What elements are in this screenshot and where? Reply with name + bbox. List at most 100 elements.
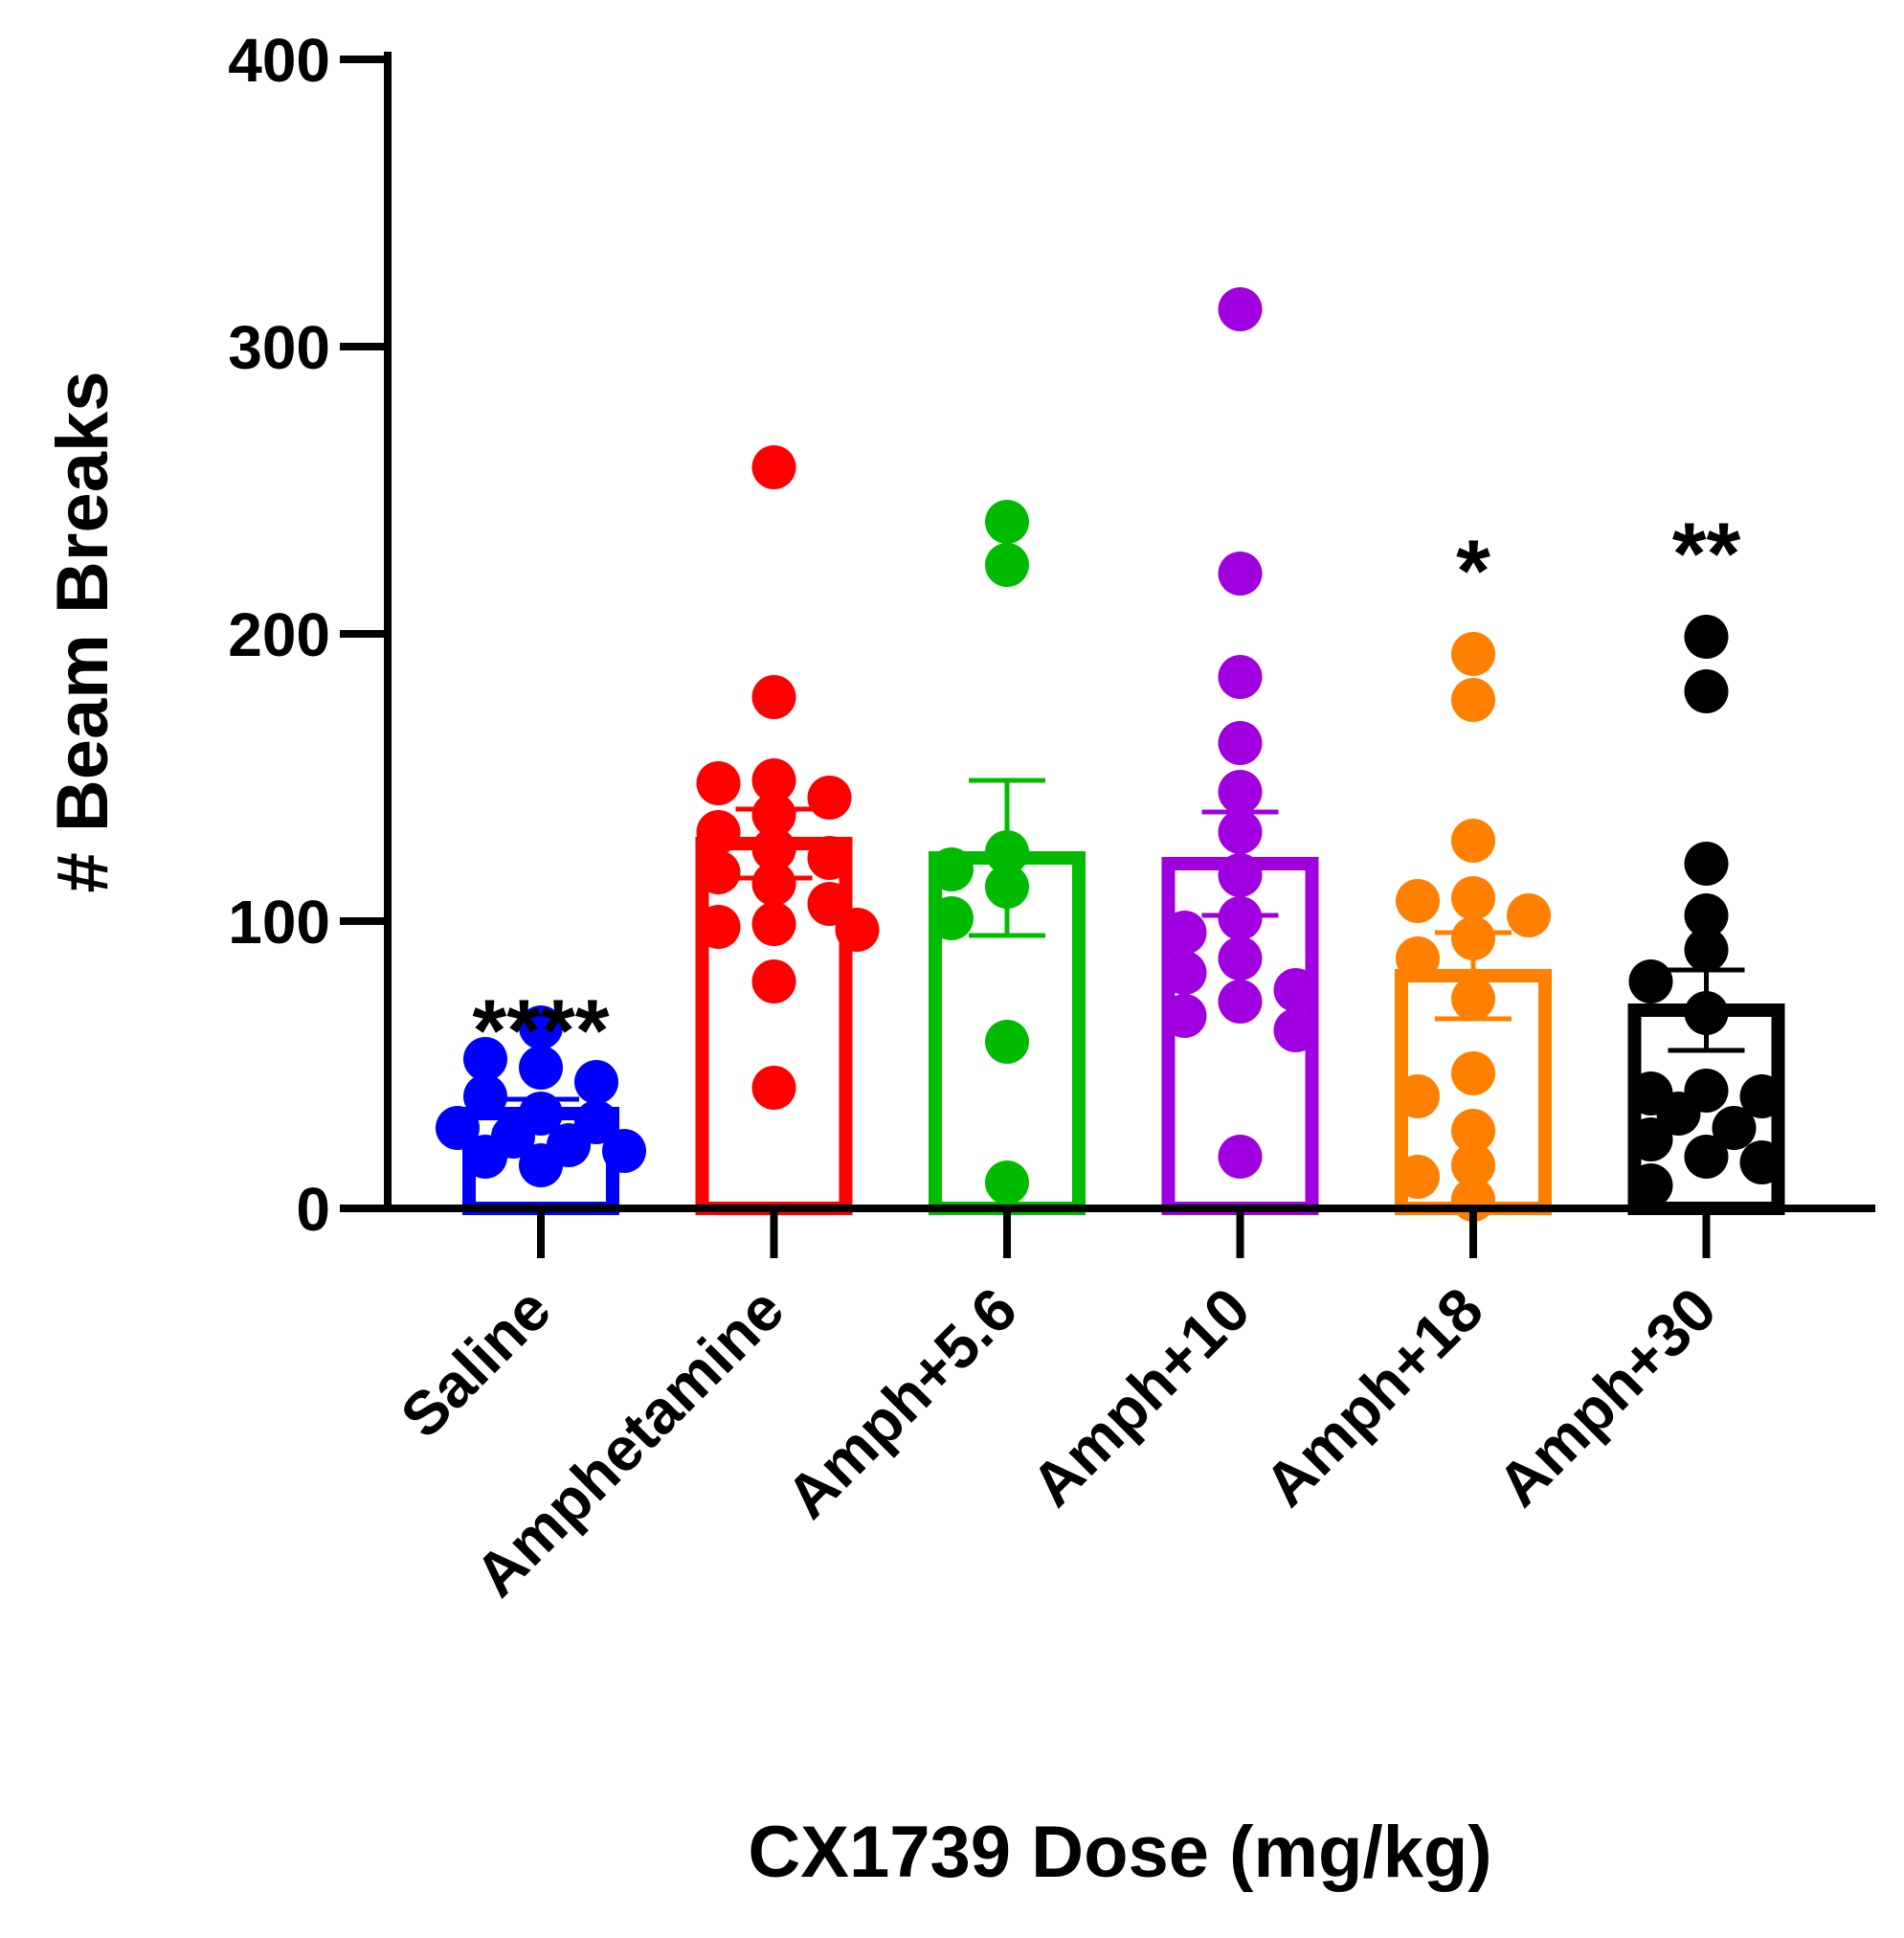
data-point-amphetamine xyxy=(751,675,796,719)
y-tick-label-100: 100 xyxy=(228,888,330,957)
labels-layer: SalineAmphetamineAmph+5.6Amph+10Amph+18A… xyxy=(228,26,1729,1610)
data-point-saline xyxy=(463,1074,507,1118)
data-point-amph-10 xyxy=(1162,911,1207,955)
data-point-amph-10 xyxy=(1218,1135,1263,1179)
data-point-amph-30 xyxy=(1656,1092,1701,1136)
y-axis-title: # Beam Breaks xyxy=(42,371,123,892)
x-tick-label-saline: Saline xyxy=(388,1274,564,1451)
data-point-amphetamine xyxy=(751,758,796,802)
data-point-amph-30 xyxy=(1739,1140,1784,1184)
data-point-amph-30 xyxy=(1712,1106,1757,1150)
data-point-amph-18 xyxy=(1451,876,1495,920)
data-point-amphetamine xyxy=(751,827,796,871)
data-point-amph-18 xyxy=(1451,1109,1495,1153)
significance-layer: ***** ** xyxy=(472,506,1740,1080)
bars-layer xyxy=(462,837,1785,1215)
data-point-amph-10 xyxy=(1218,896,1263,940)
data-point-amph-10 xyxy=(1218,721,1263,765)
data-point-amph-30 xyxy=(1684,991,1729,1035)
x-tick-label-amph-5-6: Amph+5.6 xyxy=(773,1274,1029,1531)
x-tick-label-amph-30: Amph+30 xyxy=(1485,1274,1730,1520)
data-point-amph-5-6 xyxy=(930,847,974,891)
data-point-amph-10 xyxy=(1273,968,1318,1012)
y-tick-label-200: 200 xyxy=(228,600,330,669)
data-point-amph-30 xyxy=(1684,615,1729,659)
data-point-amph-18 xyxy=(1396,1155,1440,1199)
data-point-amph-18 xyxy=(1451,1051,1495,1095)
data-point-amph-18 xyxy=(1451,632,1495,676)
y-tick-label-0: 0 xyxy=(296,1175,330,1244)
data-point-amph-5-6 xyxy=(985,543,1029,587)
data-point-amph-30 xyxy=(1628,1163,1673,1207)
data-point-amph-5-6 xyxy=(930,896,974,940)
data-point-amph-5-6 xyxy=(985,865,1029,909)
data-point-amph-18 xyxy=(1451,819,1495,863)
data-point-saline xyxy=(463,1135,507,1179)
axes-layer xyxy=(340,52,1875,1258)
data-point-amph-5-6 xyxy=(985,500,1029,544)
data-point-amph-18 xyxy=(1396,1074,1440,1118)
data-point-amph-10 xyxy=(1218,853,1263,897)
data-point-amphetamine xyxy=(696,850,741,894)
data-point-amph-10 xyxy=(1218,287,1263,331)
y-tick-label-400: 400 xyxy=(228,26,330,95)
data-point-amph-18 xyxy=(1507,893,1551,937)
data-point-amph-18 xyxy=(1451,678,1495,722)
data-point-amph-30 xyxy=(1739,1074,1784,1118)
x-tick-label-amph-18: Amph+18 xyxy=(1251,1274,1496,1520)
data-point-amph-18 xyxy=(1396,879,1440,923)
data-point-amph-10 xyxy=(1273,1008,1318,1052)
significance-amph-18: * xyxy=(1456,523,1490,620)
data-point-saline xyxy=(436,1106,480,1150)
data-point-amphetamine xyxy=(751,862,796,906)
error-bars-layer xyxy=(503,777,1745,1131)
data-point-amph-5-6 xyxy=(985,830,1029,874)
data-point-amph-5-6 xyxy=(985,1161,1029,1205)
data-point-amphetamine xyxy=(807,882,852,926)
data-point-amphetamine xyxy=(807,776,852,820)
data-point-amph-10 xyxy=(1218,980,1263,1024)
data-point-amph-18 xyxy=(1451,916,1495,960)
data-point-saline xyxy=(463,1037,507,1081)
data-point-amphetamine xyxy=(807,836,852,880)
data-point-amphetamine xyxy=(696,905,741,949)
data-point-amphetamine xyxy=(696,810,741,854)
data-point-saline xyxy=(519,1005,563,1049)
data-point-amphetamine xyxy=(751,1066,796,1110)
data-point-amph-18 xyxy=(1451,977,1495,1021)
data-point-amph-10 xyxy=(1162,994,1207,1038)
data-point-amph-30 xyxy=(1628,959,1673,1003)
significance-saline: **** xyxy=(472,982,609,1080)
data-point-amph-30 xyxy=(1684,928,1729,972)
x-axis-title: CX1739 Dose (mg/kg) xyxy=(748,1812,1491,1893)
data-point-amphetamine xyxy=(696,761,741,805)
data-point-amph-10 xyxy=(1218,552,1263,596)
data-point-amphetamine xyxy=(751,902,796,946)
data-point-amph-30 xyxy=(1684,669,1729,713)
data-point-amphetamine xyxy=(751,793,796,837)
data-point-amph-5-6 xyxy=(985,1020,1029,1064)
data-point-amphetamine xyxy=(751,445,796,489)
data-point-saline xyxy=(602,1129,646,1173)
significance-amph-30: ** xyxy=(1672,506,1741,603)
data-point-amph-10 xyxy=(1218,770,1263,814)
data-point-amph-18 xyxy=(1451,1143,1495,1187)
data-point-saline xyxy=(519,1143,563,1187)
data-point-amph-10 xyxy=(1218,655,1263,699)
data-point-amphetamine xyxy=(751,959,796,1003)
data-point-amph-30 xyxy=(1684,1135,1729,1179)
data-point-amph-30 xyxy=(1684,893,1729,937)
data-point-saline xyxy=(519,1046,563,1090)
y-tick-label-300: 300 xyxy=(228,313,330,382)
points-layer xyxy=(436,287,1784,1222)
data-point-amphetamine xyxy=(835,908,880,952)
data-point-amph-30 xyxy=(1684,842,1729,886)
data-point-amph-10 xyxy=(1162,951,1207,995)
data-point-amph-30 xyxy=(1628,1117,1673,1161)
data-point-amph-10 xyxy=(1218,810,1263,854)
data-point-amph-18 xyxy=(1396,936,1440,980)
data-point-amph-10 xyxy=(1218,936,1263,980)
data-point-saline xyxy=(574,1060,618,1104)
x-tick-label-amph-10: Amph+10 xyxy=(1019,1274,1264,1520)
